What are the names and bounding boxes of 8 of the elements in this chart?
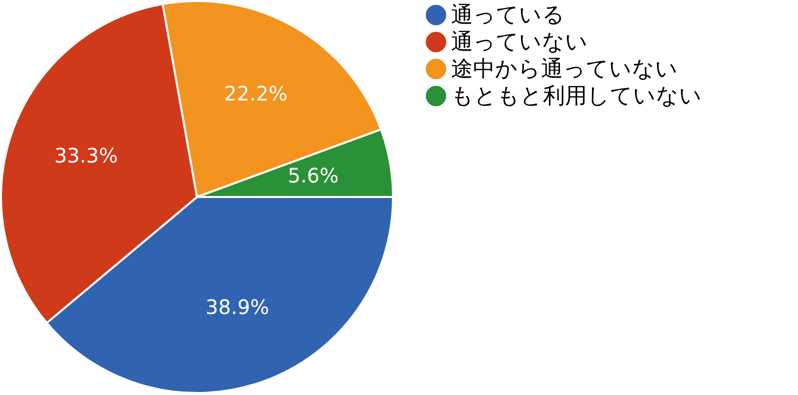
data-label: 33.3%: [54, 144, 118, 168]
data-label: 22.2%: [224, 82, 288, 106]
data-label: 5.6%: [288, 163, 339, 188]
legend-label: 通っていない: [451, 30, 588, 55]
legend-label: 途中から通っていない: [451, 57, 678, 82]
data-label: 38.9%: [206, 294, 270, 319]
legend-label: 通っている: [451, 3, 565, 28]
legend-label: もともと利用していない: [451, 84, 702, 109]
